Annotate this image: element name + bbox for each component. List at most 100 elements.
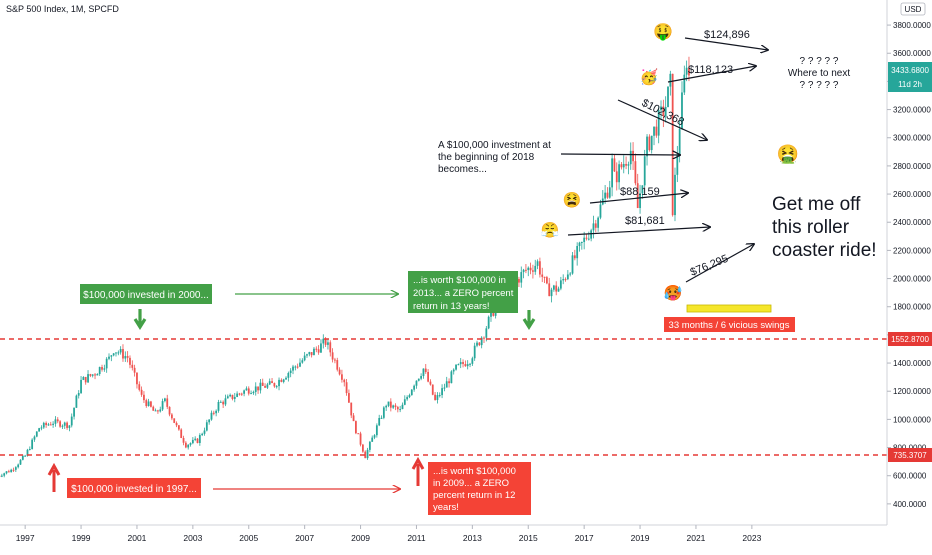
candle-body [31, 440, 33, 449]
candle-body [669, 74, 671, 87]
candle-body [41, 427, 43, 428]
candle-body [215, 411, 217, 413]
candle-body [101, 367, 103, 370]
candle-body [280, 380, 282, 382]
candle-body [232, 395, 234, 399]
candle-body [120, 349, 122, 352]
candle-body [623, 164, 625, 167]
candle-body [362, 445, 364, 452]
candle-body [103, 368, 105, 369]
price-tick-label: 2000.0000 [893, 275, 931, 284]
price-tick-label: 2600.0000 [893, 190, 931, 199]
candle-body [374, 435, 376, 437]
price-tick-label: 3000.0000 [893, 134, 931, 143]
candle-body [462, 362, 464, 364]
candle-body [402, 405, 404, 409]
candle-body [327, 342, 329, 345]
candle-body [278, 380, 280, 386]
candle-body [390, 402, 392, 408]
candle-body [555, 286, 557, 292]
candle-body [488, 317, 490, 329]
candle-body [679, 129, 681, 155]
candle-body [20, 460, 22, 465]
time-tick-label: 2017 [575, 533, 594, 543]
candle-body [350, 403, 352, 416]
candle-body [423, 369, 425, 376]
candle-body [178, 425, 180, 429]
symbol-title[interactable]: S&P 500 Index, 1M, SPCFD [6, 4, 119, 14]
candle-body [141, 390, 143, 395]
candle-body [266, 384, 268, 387]
candle-body [434, 395, 436, 400]
candle-body [55, 419, 57, 423]
arrow-76295 [686, 244, 754, 282]
price-scale[interactable]: 400.0000600.0000800.00001000.00001200.00… [887, 21, 931, 509]
candle-body [271, 381, 273, 383]
roller-coaster-line2: this roller [772, 217, 850, 238]
candle-body [381, 418, 383, 419]
arrow-81681 [568, 227, 710, 235]
candle-body [71, 417, 73, 426]
candle-body [150, 402, 152, 407]
candle-body [276, 386, 278, 387]
candle-body [437, 395, 439, 400]
candle-body [430, 382, 432, 385]
candle-body [6, 471, 8, 473]
candle-body [520, 272, 522, 283]
candle-body [630, 151, 632, 164]
level-high-value: 1552.8700 [891, 335, 929, 344]
candle-body [10, 470, 12, 472]
candle-body [460, 362, 462, 364]
candle-body [653, 127, 655, 136]
candle-body [59, 421, 61, 426]
label-swings-text: 33 months / 6 vicious swings [669, 320, 790, 331]
label-worth-2013-line2: 2013... a ZERO percent [413, 288, 514, 299]
candle-body [651, 136, 653, 150]
candle-body [525, 270, 527, 271]
roller-coaster-line3: coaster ride! [772, 240, 877, 261]
candle-body [476, 343, 478, 346]
candle-body [558, 289, 560, 292]
candle-body [234, 397, 236, 399]
candle-body [115, 352, 117, 353]
candle-body [236, 394, 238, 397]
candle-body [313, 349, 315, 355]
value-81681: $81,681 [625, 215, 665, 227]
price-tick-label: 1200.0000 [893, 387, 931, 396]
candle-body [339, 370, 341, 375]
hot-face-icon: 🥵 [664, 284, 683, 302]
candle-body [152, 407, 154, 411]
candle-body [22, 456, 24, 460]
candle-body [250, 393, 252, 394]
candle-body [164, 398, 166, 401]
weary-face-icon: 😫 [563, 191, 582, 209]
candle-body [378, 418, 380, 425]
label-worth-2009-line4: years! [433, 502, 459, 513]
candle-body [15, 467, 17, 470]
time-tick-label: 2009 [351, 533, 370, 543]
candle-body [94, 374, 96, 375]
roller-coaster-line1: Get me off [772, 194, 861, 215]
candle-body [397, 407, 399, 409]
candle-body [546, 277, 548, 283]
swings-highlight-bar [687, 305, 771, 312]
price-tick-label: 1800.0000 [893, 303, 931, 312]
candle-body [239, 394, 241, 395]
candle-body [220, 402, 222, 403]
candle-body [383, 407, 385, 417]
candle-body [343, 380, 345, 382]
candle-body [129, 358, 131, 365]
candle-body [441, 388, 443, 395]
candle-body [253, 392, 255, 393]
label-invested-1997-text: $100,000 invested in 1997... [71, 484, 197, 495]
candle-body [117, 352, 119, 353]
candle-body [306, 354, 308, 355]
candle-body [273, 383, 275, 386]
label-worth-2009-line3: percent return in 12 [433, 490, 515, 501]
time-tick-label: 1999 [72, 533, 91, 543]
candle-body [320, 343, 322, 352]
candle-body [334, 360, 336, 361]
candle-body [560, 280, 562, 288]
